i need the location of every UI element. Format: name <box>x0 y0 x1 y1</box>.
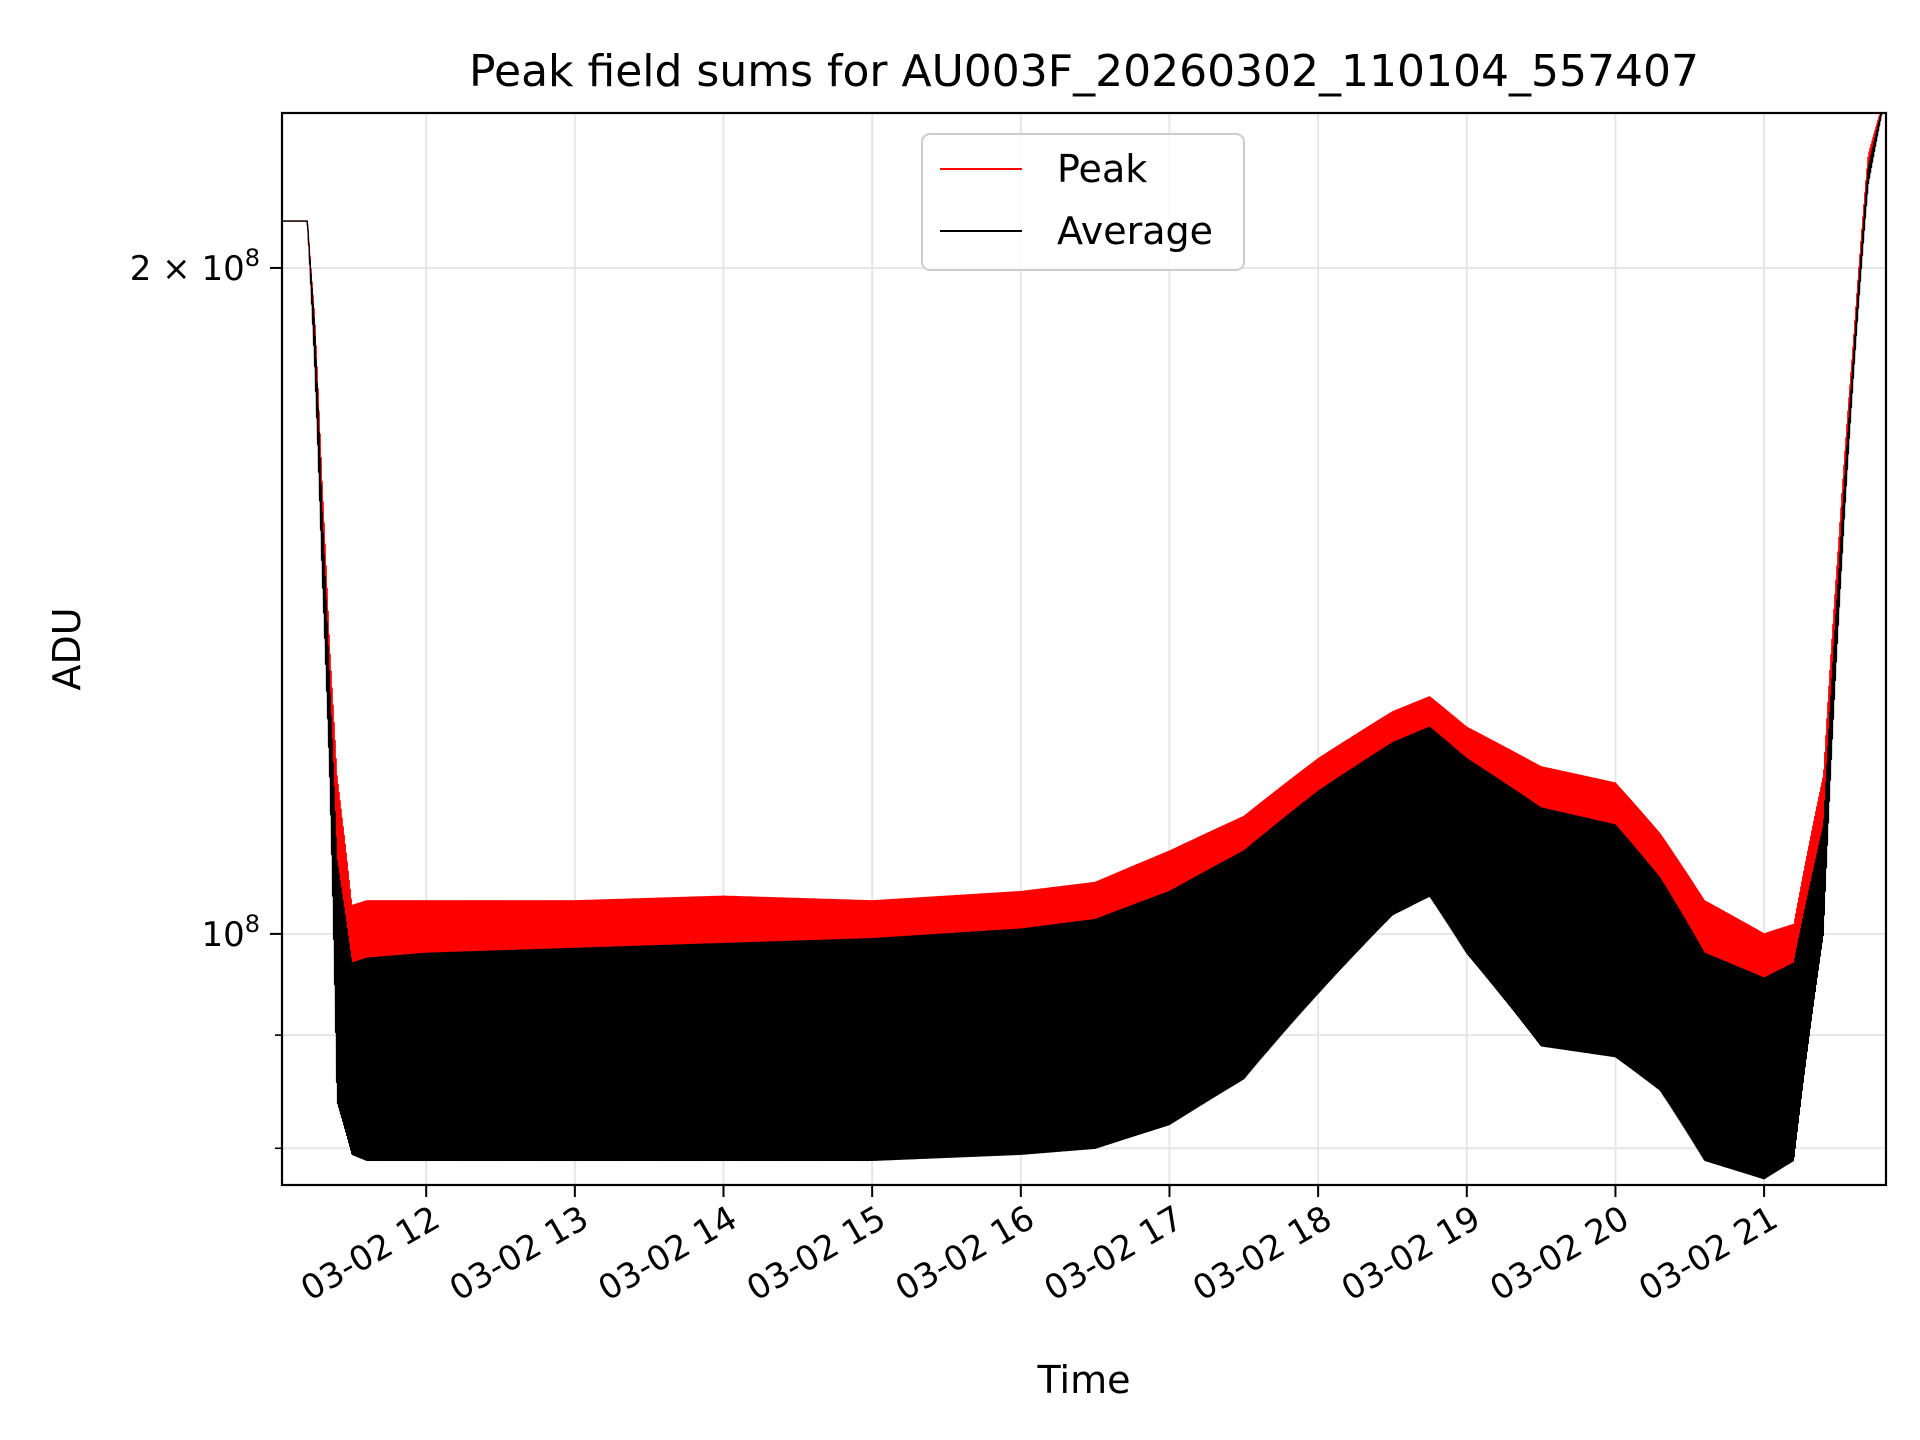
plot-frame <box>280 111 1888 1187</box>
x-axis-label: Time <box>1037 1358 1131 1402</box>
series-line-average <box>282 113 1883 1180</box>
series-line-peak <box>282 113 1883 994</box>
y-tick-label: 108 <box>201 910 260 955</box>
y-axis: 108 2 × 108 <box>130 244 282 1150</box>
y-axis-label: ADU <box>45 607 89 690</box>
legend-label-peak: Peak <box>1057 147 1147 191</box>
legend: Peak Average <box>921 133 1245 271</box>
legend-label-average: Average <box>1057 209 1213 253</box>
series-layer <box>282 113 1883 1180</box>
y-tick-label: 2 × 108 <box>130 244 260 289</box>
chart-title: Peak field sums for AU003F_20260302_1101… <box>469 46 1699 97</box>
